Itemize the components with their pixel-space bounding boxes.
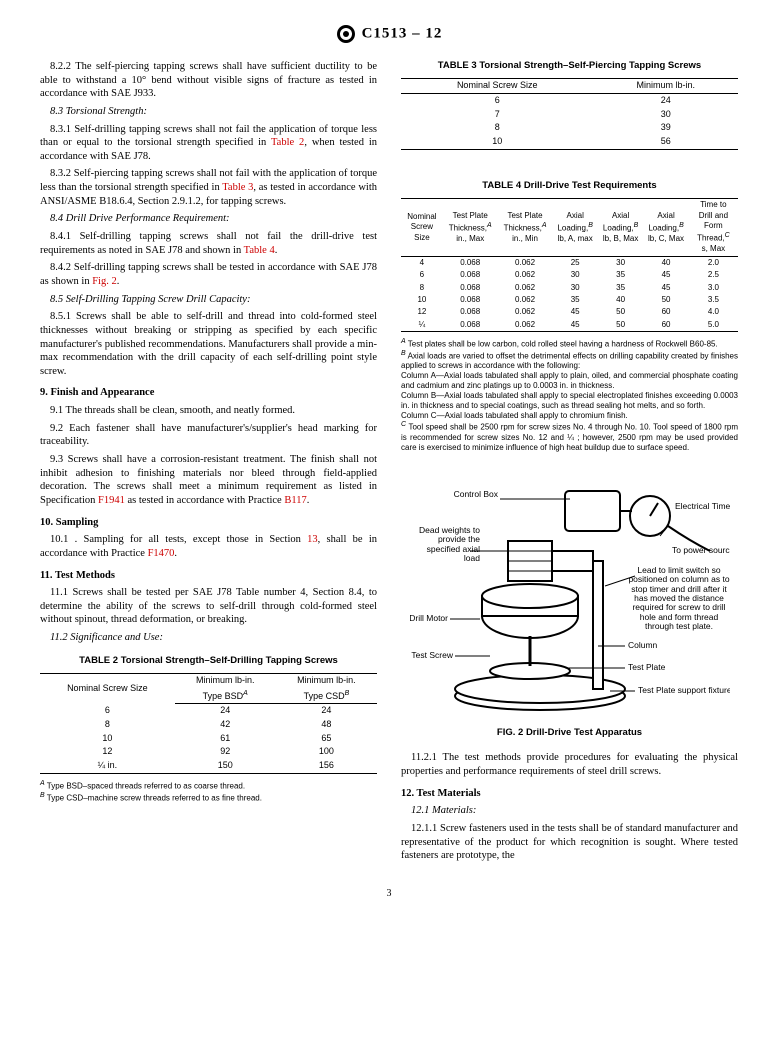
para-10-1: 10.1 . Sampling for all tests, except th… [40, 533, 377, 560]
para-9-2: 9.2 Each fastener shall have manufacture… [40, 422, 377, 449]
svg-text:Drill Motor: Drill Motor [410, 613, 448, 623]
figure-2: Control Box Dead weights to provide the … [401, 471, 738, 721]
table-4-footnote-b: B Axial loads are varied to offset the d… [401, 350, 738, 372]
para-8-5-1: 8.5.1 Screws shall be able to self-drill… [40, 310, 377, 378]
para-8-3-1: 8.3.1 Self-drilling tapping screws shall… [40, 123, 377, 164]
heading-8-3: 8.3 Torsional Strength: [40, 105, 377, 119]
page-number: 3 [40, 887, 738, 900]
table-2-row: ¼ in.150156 [40, 759, 377, 773]
table-3-row: 839 [401, 121, 738, 135]
ref-f1470[interactable]: F1470 [148, 548, 175, 559]
table-2-row: 84248 [40, 718, 377, 732]
table-4-row: 100.0680.0623540503.5 [401, 294, 738, 306]
page-header: C1513 – 12 [40, 24, 738, 44]
table-2-row: 1292100 [40, 745, 377, 759]
table-4-row: 40.0680.0622530402.0 [401, 256, 738, 269]
table-2-footnote-a: A Type BSD–spaced threads referred to as… [40, 780, 377, 792]
table-4-footnote-b-cola: Column A—Axial loads tabulated shall app… [401, 371, 738, 391]
table-4-footnote-b-colb: Column B—Axial loads tabulated shall app… [401, 391, 738, 411]
left-column: 8.2.2 The self-piercing tapping screws s… [40, 60, 377, 867]
ref-fig-2[interactable]: Fig. 2 [92, 276, 117, 287]
table-4-footnote-c: C Tool speed shall be 2500 rpm for screw… [401, 421, 738, 453]
table-2-title: TABLE 2 Torsional Strength–Self-Drilling… [40, 655, 377, 667]
figure-2-caption: FIG. 2 Drill-Drive Test Apparatus [401, 727, 738, 739]
heading-12: 12. Test Materials [401, 787, 738, 801]
para-9-3: 9.3 Screws shall have a corrosion-resist… [40, 453, 377, 508]
heading-8-5: 8.5 Self-Drilling Tapping Screw Drill Ca… [40, 293, 377, 307]
table-4-footnote-a: A Test plates shall be low carbon, cold … [401, 338, 738, 350]
para-8-3-2: 8.3.2 Self-piercing tapping screws shall… [40, 167, 377, 208]
table-4: Nominal Screw Size Test Plate Thickness,… [401, 198, 738, 332]
ref-b117[interactable]: B117 [284, 495, 306, 506]
svg-text:Test Screw: Test Screw [411, 650, 453, 660]
heading-8-4: 8.4 Drill Drive Performance Requirement: [40, 212, 377, 226]
table-2-row: 62424 [40, 704, 377, 718]
designation: C1513 – 12 [362, 25, 443, 41]
svg-text:To power source: To power source [672, 545, 730, 555]
table-4-row: 80.0680.0623035453.0 [401, 282, 738, 294]
heading-10: 10. Sampling [40, 516, 377, 530]
para-11-2: 11.2 Significance and Use: [40, 631, 377, 645]
svg-text:Electrical Timer: Electrical Timer [675, 501, 730, 511]
table-3-title: TABLE 3 Torsional Strength–Self-Piercing… [401, 60, 738, 72]
table-4-row: 60.0680.0623035452.5 [401, 269, 738, 281]
para-9-1: 9.1 The threads shall be clean, smooth, … [40, 404, 377, 418]
table-4-row: 120.0680.0624550604.0 [401, 306, 738, 318]
table-4-title: TABLE 4 Drill-Drive Test Requirements [401, 180, 738, 192]
heading-11: 11. Test Methods [40, 569, 377, 583]
table-2: Nominal Screw Size Minimum lb-in. Minimu… [40, 673, 377, 774]
para-12-1-1: 12.1.1 Screw fasteners used in the tests… [401, 822, 738, 863]
ref-section-13[interactable]: 13 [307, 534, 318, 545]
ref-table-3[interactable]: Table 3 [222, 182, 253, 193]
astm-logo-icon [336, 24, 356, 44]
para-11-1: 11.1 Screws shall be tested per SAE J78 … [40, 586, 377, 627]
table-3-row: 624 [401, 94, 738, 108]
para-11-2-1: 11.2.1 The test methods provide procedur… [401, 751, 738, 778]
table-4-footnote-b-colc: Column C—Axial loads tabulated shall app… [401, 411, 738, 421]
svg-text:Control Box: Control Box [453, 489, 498, 499]
table-4-row: ¼0.0680.0624550605.0 [401, 319, 738, 332]
ref-table-2[interactable]: Table 2 [271, 137, 304, 148]
para-8-2-2: 8.2.2 The self-piercing tapping screws s… [40, 60, 377, 101]
table-3-row: 730 [401, 108, 738, 122]
svg-text:Test Plate support fixture: Test Plate support fixture [638, 685, 730, 695]
svg-text:Test Plate: Test Plate [628, 662, 666, 672]
ref-table-4[interactable]: Table 4 [244, 245, 275, 256]
ref-f1941[interactable]: F1941 [98, 495, 125, 506]
table-2-row: 106165 [40, 732, 377, 746]
para-8-4-1: 8.4.1 Self-drilling tapping screws shall… [40, 230, 377, 257]
table-3-row: 1056 [401, 135, 738, 149]
table-2-footnote-b: B Type CSD–machine screw threads referre… [40, 792, 377, 804]
table-3: Nominal Screw SizeMinimum lb-in. 6247308… [401, 78, 738, 149]
heading-9: 9. Finish and Appearance [40, 386, 377, 400]
right-column: TABLE 3 Torsional Strength–Self-Piercing… [401, 60, 738, 867]
para-8-4-2: 8.4.2 Self-drilling tapping screws shall… [40, 261, 377, 288]
heading-12-1: 12.1 Materials: [401, 804, 738, 818]
svg-text:Column: Column [628, 640, 658, 650]
drill-drive-apparatus-icon: Control Box Dead weights to provide the … [410, 471, 730, 721]
